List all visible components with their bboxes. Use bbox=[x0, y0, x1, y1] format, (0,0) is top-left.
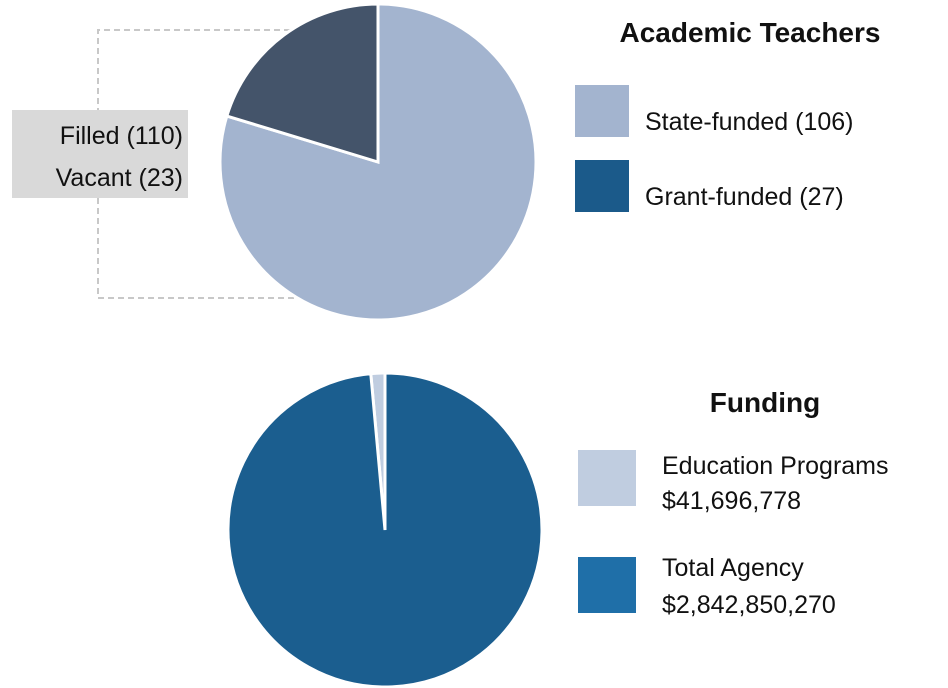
annotation: Vacant (23) bbox=[56, 164, 183, 192]
legend-swatch bbox=[575, 85, 629, 137]
legend-swatch bbox=[575, 160, 629, 212]
legend-value: $2,842,850,270 bbox=[662, 591, 836, 619]
pie bbox=[218, 2, 538, 322]
legend-label: Grant-funded (27) bbox=[645, 183, 844, 211]
annotation: Filled (110) bbox=[60, 122, 183, 150]
pie-slice bbox=[224, 2, 380, 165]
legend-label: State-funded (106) bbox=[645, 108, 853, 136]
pie bbox=[226, 371, 544, 688]
legend-label: Total Agency bbox=[662, 554, 804, 582]
legend-swatch bbox=[578, 557, 636, 613]
chart-title: Funding bbox=[710, 387, 820, 418]
legend-swatch bbox=[578, 450, 636, 506]
legend-value: $41,696,778 bbox=[662, 487, 801, 515]
legend-label: Education Programs bbox=[662, 452, 889, 480]
annotation-box bbox=[12, 110, 188, 198]
pie-slice bbox=[226, 371, 544, 688]
chart-title: Academic Teachers bbox=[620, 17, 881, 48]
